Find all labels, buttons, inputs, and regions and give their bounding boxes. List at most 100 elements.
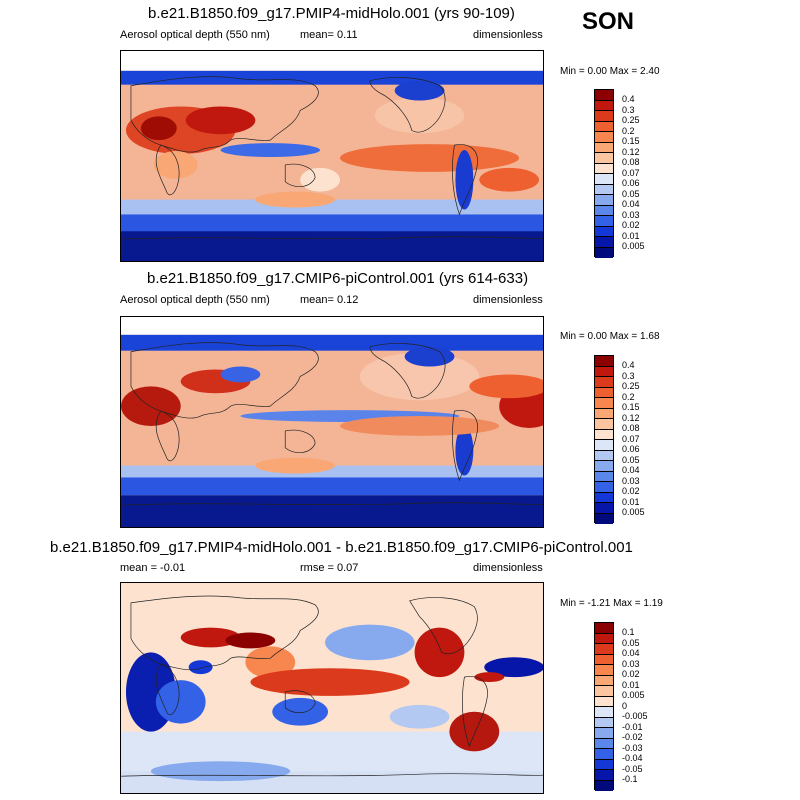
- colorbar-label: 0.2: [622, 125, 635, 136]
- colorbar-label: -0.03: [622, 742, 643, 753]
- colorbar-label: 0.4: [622, 360, 635, 370]
- colorbar-segment: [595, 686, 613, 697]
- colorbar-segment: [595, 387, 613, 398]
- colorbar-label: 0.15: [622, 402, 640, 412]
- colorbar-segment: [595, 205, 613, 216]
- colorbar-label: 0.02: [622, 220, 640, 230]
- colorbar-segment: [595, 377, 613, 388]
- colorbar-segment: [595, 237, 613, 248]
- colorbar-label: 0.05: [622, 188, 640, 199]
- panel1-minmax-label: Min = 0.00 Max = 2.40: [560, 66, 660, 77]
- colorbar-segment: [595, 132, 613, 143]
- panel3-rmse-label: rmse = 0.07: [300, 562, 359, 574]
- colorbar-label: 0.15: [622, 136, 640, 146]
- colorbar-segment: [595, 195, 613, 206]
- panel1-units-label: dimensionless: [473, 29, 543, 41]
- colorbar-segment: [595, 707, 613, 718]
- colorbar-segment: [595, 174, 613, 185]
- colorbar-segment: [595, 717, 613, 728]
- panel1-title: b.e21.B1850.f09_g17.PMIP4-midHolo.001 (y…: [148, 5, 515, 22]
- panel3-minmax-label: Min = -1.21 Max = 1.19: [560, 598, 663, 609]
- colorbar-label: 0.4: [622, 94, 635, 104]
- colorbar-label: 0.25: [622, 381, 640, 391]
- colorbar-label: 0.04: [622, 199, 640, 209]
- colorbar-label: 0.1: [622, 627, 635, 637]
- colorbar-segment: [595, 398, 613, 409]
- colorbar-label: 0.2: [622, 391, 635, 402]
- colorbar-segment: [595, 163, 613, 174]
- season-label: SON: [582, 8, 635, 35]
- colorbar-segment: [595, 142, 613, 153]
- colorbar-segment: [595, 492, 613, 503]
- colorbar-segment: [595, 440, 613, 451]
- colorbar-label: 0.07: [622, 433, 640, 444]
- colorbar-label: 0.08: [622, 157, 640, 167]
- colorbar-segment: [595, 759, 613, 770]
- colorbar-segment: [595, 482, 613, 493]
- colorbar-label: -0.1: [622, 774, 638, 784]
- colorbar-label: -0.01: [622, 721, 643, 732]
- panel3-mean-label: mean = -0.01: [120, 562, 186, 574]
- panel2-map: [120, 316, 544, 528]
- colorbar-label: 0.12: [622, 412, 640, 423]
- colorbar-label: 0.25: [622, 115, 640, 125]
- colorbar-label: 0: [622, 700, 628, 711]
- panel2-minmax-label: Min = 0.00 Max = 1.68: [560, 331, 660, 342]
- colorbar-segment: [595, 623, 613, 634]
- colorbar-segment: [595, 633, 613, 644]
- colorbar-segment: [595, 749, 613, 760]
- colorbar-segment: [595, 770, 613, 781]
- colorbar-segment: [595, 90, 613, 101]
- colorbar-segment: [595, 216, 613, 227]
- colorbar-segment: [595, 513, 613, 524]
- panel1-map-graphic: [121, 51, 543, 261]
- panel2-colorbar: [594, 355, 614, 524]
- colorbar-segment: [595, 226, 613, 237]
- colorbar-label: 0.07: [622, 167, 640, 178]
- colorbar-label: 0.3: [622, 104, 635, 115]
- panel2-title: b.e21.B1850.f09_g17.CMIP6-piControl.001 …: [147, 270, 529, 287]
- panel1-colorbar: [594, 89, 614, 258]
- colorbar-segment: [595, 503, 613, 514]
- colorbar-label: -0.04: [622, 753, 643, 763]
- colorbar-segment: [595, 461, 613, 472]
- colorbar-label: 0.3: [622, 370, 635, 381]
- colorbar-label: 0.01: [622, 230, 640, 241]
- colorbar-label: 0.01: [622, 679, 640, 690]
- colorbar-segment: [595, 184, 613, 195]
- colorbar-label: 0.06: [622, 178, 640, 188]
- panel1-map: [120, 50, 544, 262]
- colorbar-segment: [595, 419, 613, 430]
- colorbar-label: 0.05: [622, 637, 640, 648]
- colorbar-segment: [595, 696, 613, 707]
- colorbar-label: 0.12: [622, 146, 640, 157]
- panel2-variable-label: Aerosol optical depth (550 nm): [120, 294, 270, 306]
- colorbar-label: 0.08: [622, 423, 640, 433]
- panel3-colorbar: [594, 622, 614, 791]
- panel1-mean-label: mean= 0.11: [300, 29, 358, 41]
- colorbar-segment: [595, 728, 613, 739]
- colorbar-segment: [595, 654, 613, 665]
- colorbar-segment: [595, 247, 613, 258]
- colorbar-segment: [595, 738, 613, 749]
- colorbar-segment: [595, 429, 613, 440]
- panel3-map: [120, 582, 544, 794]
- colorbar-label: 0.02: [622, 486, 640, 496]
- colorbar-label: -0.02: [622, 732, 643, 742]
- colorbar-segment: [595, 153, 613, 164]
- colorbar-label: 0.04: [622, 648, 640, 658]
- colorbar-label: 0.005: [622, 241, 645, 251]
- colorbar-label: 0.005: [622, 507, 645, 517]
- colorbar-label: -0.005: [622, 711, 648, 721]
- colorbar-label: 0.03: [622, 209, 640, 220]
- colorbar-segment: [595, 450, 613, 461]
- panel2-units-label: dimensionless: [473, 294, 543, 306]
- panel1-variable-label: Aerosol optical depth (550 nm): [120, 29, 270, 41]
- panel2-mean-label: mean= 0.12: [300, 294, 359, 306]
- colorbar-segment: [595, 408, 613, 419]
- colorbar-segment: [595, 675, 613, 686]
- colorbar-label: 0.005: [622, 690, 645, 700]
- panel2-map-graphic: [121, 317, 543, 527]
- colorbar-label: 0.06: [622, 444, 640, 454]
- colorbar-segment: [595, 471, 613, 482]
